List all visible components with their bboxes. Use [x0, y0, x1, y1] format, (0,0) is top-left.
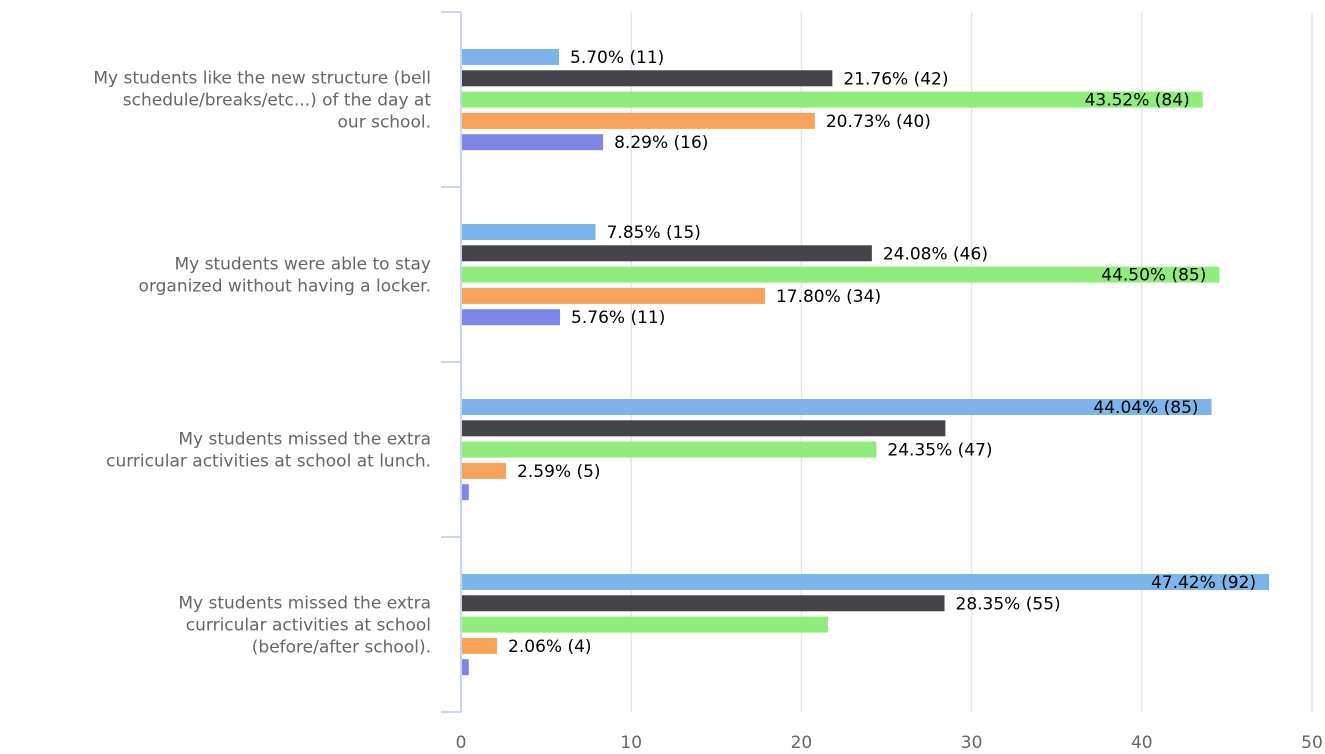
- data-label: 17.80% (34): [776, 287, 881, 307]
- category-label: our school.: [338, 113, 431, 133]
- x-tick-label: 50: [1301, 733, 1323, 753]
- bar: [462, 441, 877, 458]
- x-tick-label: 40: [1131, 733, 1153, 753]
- bar: [462, 91, 1203, 108]
- bar: [462, 134, 604, 151]
- data-label: 47.42% (92): [1151, 573, 1256, 593]
- bar: [462, 420, 946, 437]
- data-label: 43.52% (84): [1085, 91, 1190, 111]
- category-axis: [441, 11, 462, 713]
- data-label: 28.35% (55): [956, 594, 1061, 614]
- bar: [462, 112, 815, 129]
- bar: [462, 659, 469, 676]
- x-tick-label: 0: [456, 733, 467, 753]
- x-tick-label: 30: [961, 733, 983, 753]
- data-label: 7.85% (15): [607, 223, 701, 243]
- data-label: 2.59% (5): [517, 462, 601, 482]
- data-label: 5.76% (11): [571, 308, 665, 328]
- bar: [462, 309, 561, 326]
- category-label: schedule/breaks/etc...) of the day at: [123, 91, 432, 111]
- bar: [462, 224, 596, 240]
- bar: [462, 266, 1220, 283]
- bar: [462, 637, 498, 654]
- data-label: 44.50% (85): [1101, 266, 1206, 286]
- category-label: My students missed the extra: [178, 594, 431, 614]
- category-label: My students missed the extra: [178, 430, 431, 450]
- data-labels: 5.70% (11) 21.76% (42) 43.52% (84) 20.73% (…: [508, 48, 1256, 657]
- category-label: organized without having a locker.: [139, 277, 431, 297]
- bar: [462, 287, 765, 304]
- bar: [462, 399, 1212, 415]
- data-label: 20.73% (40): [826, 112, 931, 132]
- bar: [462, 595, 945, 612]
- data-label: 8.29% (16): [614, 133, 708, 153]
- category-label: curricular activities at school at lunch…: [106, 452, 431, 472]
- data-label: 44.04% (85): [1093, 398, 1198, 418]
- bar: [462, 616, 828, 633]
- category-label: (before/after school).: [252, 638, 431, 658]
- data-label: 24.35% (47): [887, 441, 992, 461]
- bar: [462, 484, 469, 501]
- x-tick-labels: 0 10 20 30 40 50: [456, 733, 1323, 753]
- x-tick-label: 10: [620, 733, 642, 753]
- category-label: My students were able to stay: [175, 255, 432, 275]
- data-label: 24.08% (46): [883, 244, 988, 264]
- bar: [462, 462, 507, 479]
- bars: [462, 49, 1270, 676]
- bar: [462, 574, 1270, 590]
- data-label: 5.70% (11): [570, 48, 664, 68]
- category-labels: My students like the new structure (bell…: [93, 69, 431, 658]
- bar: [462, 245, 872, 262]
- data-label: 2.06% (4): [508, 637, 591, 657]
- category-label: My students like the new structure (bell: [93, 69, 431, 89]
- bar: [462, 49, 560, 65]
- category-label: curricular activities at school: [186, 616, 431, 636]
- x-tick-label: 20: [791, 733, 813, 753]
- bar: [462, 70, 833, 87]
- data-label: 21.76% (42): [843, 69, 948, 89]
